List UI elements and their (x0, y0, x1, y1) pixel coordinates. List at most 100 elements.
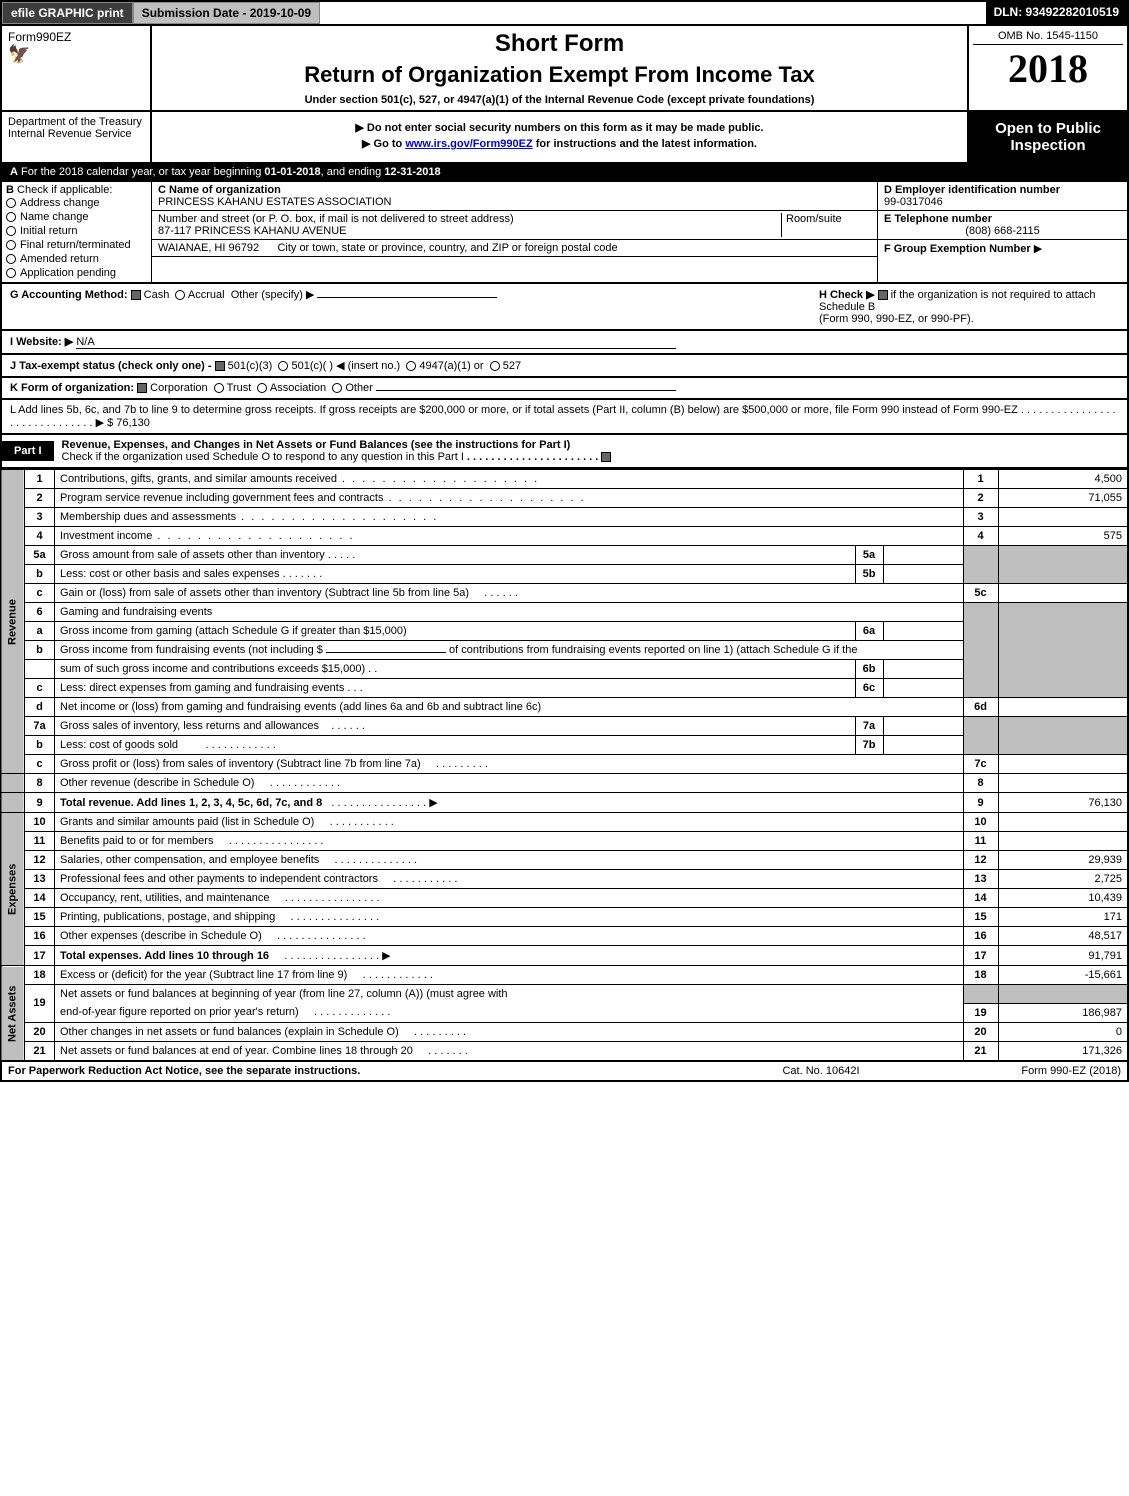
l14-desc: Occupancy, rent, utilities, and maintena… (60, 892, 270, 904)
k-assoc[interactable] (257, 383, 267, 393)
footer-mid: Cat. No. 10642I (721, 1065, 921, 1077)
l6c-s: 6c (855, 679, 883, 698)
g-cash: Cash (144, 289, 170, 301)
l18-v: -15,661 (998, 966, 1128, 985)
l13-desc: Professional fees and other payments to … (60, 873, 378, 885)
chk-name-change[interactable] (6, 212, 16, 222)
efile-print-button[interactable]: efile GRAPHIC print (2, 2, 133, 24)
j-501c3[interactable] (215, 361, 225, 371)
g-other-input[interactable] (317, 297, 497, 298)
l13-num: 13 (25, 870, 55, 889)
k-corp[interactable] (137, 383, 147, 393)
h-pre: H Check ▶ (819, 289, 875, 301)
l19-num: 19 (25, 985, 55, 1023)
l19-shade (963, 985, 998, 1004)
g-cash-chk[interactable] (131, 290, 141, 300)
l20-desc: Other changes in net assets or fund bala… (60, 1026, 399, 1038)
l6d-v (998, 698, 1128, 717)
line-g: G Accounting Method: Cash Accrual Other … (10, 288, 819, 325)
l9-num: 9 (25, 793, 55, 813)
l6a-num: a (25, 622, 55, 641)
footer-left: For Paperwork Reduction Act Notice, see … (8, 1065, 721, 1077)
line-j: J Tax-exempt status (check only one) - 5… (0, 355, 1129, 378)
j-527[interactable] (490, 361, 500, 371)
irs-link[interactable]: www.irs.gov/Form990EZ (405, 138, 532, 150)
submission-date-button[interactable]: Submission Date - 2019-10-09 (133, 2, 320, 24)
tax-year: 2018 (973, 45, 1123, 92)
l5c-desc: Gain or (loss) from sale of assets other… (60, 587, 469, 599)
k-other-input[interactable] (376, 390, 676, 391)
l16-v: 48,517 (998, 927, 1128, 946)
topbar: efile GRAPHIC print Submission Date - 20… (0, 0, 1129, 26)
l12-r: 12 (963, 851, 998, 870)
l5ab-shade (963, 546, 998, 584)
l21-desc: Net assets or fund balances at end of ye… (60, 1045, 413, 1057)
l15-num: 15 (25, 908, 55, 927)
l11-num: 11 (25, 832, 55, 851)
l5a-sv (883, 546, 963, 565)
dln-label: DLN: 93492282010519 (986, 2, 1127, 24)
l7b-sv (883, 736, 963, 755)
section-b: B Check if applicable: Address change Na… (2, 182, 152, 282)
line-gh: G Accounting Method: Cash Accrual Other … (0, 284, 1129, 331)
ssn-warning: ▶ Do not enter social security numbers o… (158, 121, 961, 134)
line-a-mid: , and ending (321, 166, 385, 178)
l1-v: 4,500 (998, 470, 1128, 489)
l6c-num: c (25, 679, 55, 698)
org-info-block: B Check if applicable: Address change Na… (0, 182, 1129, 284)
h-chk[interactable] (878, 290, 888, 300)
omb-number: OMB No. 1545-1150 (973, 30, 1123, 45)
e-label: E Telephone number (884, 213, 992, 225)
l6-shade-v (998, 603, 1128, 698)
l12-v: 29,939 (998, 851, 1128, 870)
l5a-num: 5a (25, 546, 55, 565)
l6c-desc: Less: direct expenses from gaming and fu… (60, 682, 344, 694)
form-prefix: Form (8, 30, 36, 44)
l16-num: 16 (25, 927, 55, 946)
page-footer: For Paperwork Reduction Act Notice, see … (0, 1062, 1129, 1082)
chk-final-return[interactable] (6, 240, 16, 250)
l5b-s: 5b (855, 565, 883, 584)
k-other[interactable] (332, 383, 342, 393)
l18-num: 18 (25, 966, 55, 985)
g-accrual-chk[interactable] (175, 290, 185, 300)
l19-r: 19 (963, 1003, 998, 1022)
l14-r: 14 (963, 889, 998, 908)
l-arrow: ▶ $ 76,130 (96, 417, 150, 429)
part1-title: Revenue, Expenses, and Changes in Net As… (62, 439, 571, 451)
chk-application-pending[interactable] (6, 268, 16, 278)
i-label: I Website: ▶ (10, 336, 73, 348)
g-accrual: Accrual (188, 289, 225, 301)
l13-v: 2,725 (998, 870, 1128, 889)
b-item-2: Initial return (20, 225, 77, 237)
l8-r: 8 (963, 774, 998, 793)
l7b-s: 7b (855, 736, 883, 755)
k-label: K Form of organization: (10, 382, 134, 394)
l1-desc: Contributions, gifts, grants, and simila… (60, 473, 337, 485)
l3-desc: Membership dues and assessments (60, 511, 236, 523)
l6a-sv (883, 622, 963, 641)
chk-amended-return[interactable] (6, 254, 16, 264)
part1-schedule-o-chk[interactable] (601, 452, 611, 462)
j-4947[interactable] (406, 361, 416, 371)
form-title: Return of Organization Exempt From Incom… (160, 62, 959, 88)
l14-v: 10,439 (998, 889, 1128, 908)
l2-r: 2 (963, 489, 998, 508)
l5b-desc: Less: cost or other basis and sales expe… (60, 568, 280, 580)
instructions-cell: ▶ Do not enter social security numbers o… (152, 112, 967, 162)
l15-v: 171 (998, 908, 1128, 927)
l18-r: 18 (963, 966, 998, 985)
chk-initial-return[interactable] (6, 226, 16, 236)
l19-desc2: end-of-year figure reported on prior yea… (60, 1006, 299, 1018)
k-trust[interactable] (214, 383, 224, 393)
l20-r: 20 (963, 1022, 998, 1041)
l6b-blank[interactable] (326, 652, 446, 653)
l2-num: 2 (25, 489, 55, 508)
j-501c[interactable] (278, 361, 288, 371)
l6-shade (963, 603, 998, 698)
l20-num: 20 (25, 1022, 55, 1041)
chk-address-change[interactable] (6, 198, 16, 208)
line-h: H Check ▶ if the organization is not req… (819, 288, 1119, 325)
footer-right: Form 990-EZ (2018) (921, 1065, 1121, 1077)
l17-desc: Total expenses. Add lines 10 through 16 (60, 950, 269, 962)
